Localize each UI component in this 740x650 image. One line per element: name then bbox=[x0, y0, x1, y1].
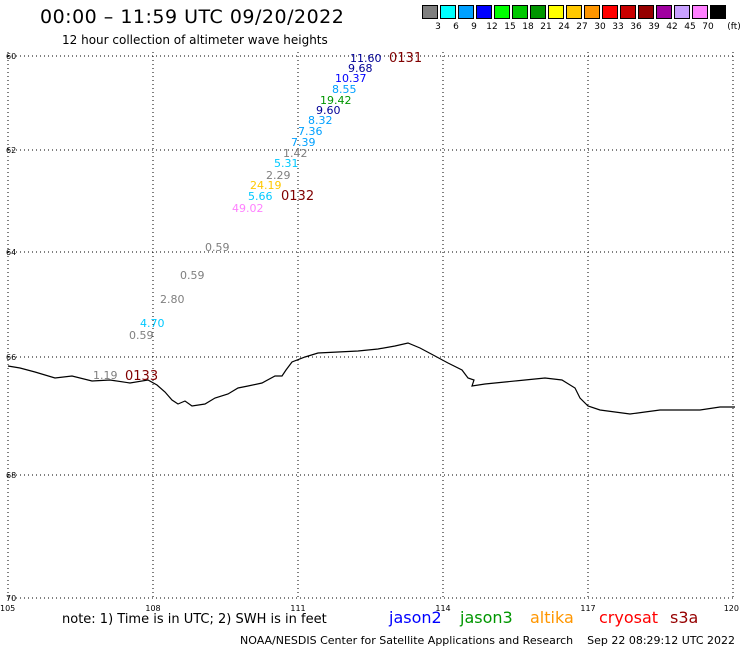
wave-height-label: 4.70 bbox=[140, 317, 165, 330]
legend-label: 24 bbox=[558, 22, 570, 32]
legend-swatch bbox=[476, 5, 492, 19]
pass-time-label: 0131 bbox=[389, 51, 422, 66]
pass-time-label: 0133 bbox=[125, 369, 158, 384]
legend-swatch bbox=[494, 5, 510, 19]
wave-height-label: 24.19 bbox=[250, 179, 282, 192]
map-subtitle: 12 hour collection of altimeter wave hei… bbox=[62, 33, 328, 47]
wave-height-label: 10.37 bbox=[335, 72, 367, 85]
lat-label: 64 bbox=[6, 248, 16, 257]
legend-label: 70 bbox=[702, 22, 714, 32]
satellite-name: jason3 bbox=[460, 608, 513, 627]
wave-height-label: 7.36 bbox=[298, 125, 323, 138]
satellite-name: s3a bbox=[670, 608, 699, 627]
legend-swatch bbox=[656, 5, 672, 19]
legend-swatch bbox=[710, 5, 726, 19]
legend-label: 33 bbox=[612, 22, 624, 32]
wave-height-label: 0.59 bbox=[205, 241, 230, 254]
legend-swatch bbox=[692, 5, 708, 19]
map-grid bbox=[7, 52, 735, 600]
lon-label: 120 bbox=[724, 604, 739, 613]
map-title: 00:00 – 11:59 UTC 09/20/2022 bbox=[40, 6, 345, 28]
legend-swatch bbox=[548, 5, 564, 19]
wave-height-label: 49.02 bbox=[232, 202, 264, 215]
legend-label: 36 bbox=[630, 22, 642, 32]
legend-label: 45 bbox=[684, 22, 696, 32]
lat-label: 62 bbox=[6, 146, 16, 155]
satellite-name: jason2 bbox=[389, 608, 442, 627]
lat-label: 68 bbox=[6, 471, 16, 480]
legend-swatch bbox=[638, 5, 654, 19]
wave-height-label: 11.60 bbox=[350, 52, 382, 65]
lon-label: 117 bbox=[580, 604, 595, 613]
legend-swatch bbox=[512, 5, 528, 19]
legend-label: 18 bbox=[522, 22, 534, 32]
lat-label: 60 bbox=[6, 52, 16, 61]
wave-height-label: 8.32 bbox=[308, 114, 333, 127]
legend-label: 3 bbox=[435, 22, 441, 32]
legend-label: 39 bbox=[648, 22, 660, 32]
lat-label: 70 bbox=[6, 594, 16, 603]
legend-label: 27 bbox=[576, 22, 588, 32]
lon-label: 114 bbox=[435, 604, 450, 613]
wave-height-label: 5.66 bbox=[248, 190, 273, 203]
wave-height-label: 9.68 bbox=[348, 62, 373, 75]
wave-height-label: 7.39 bbox=[291, 136, 316, 149]
legend-swatch bbox=[530, 5, 546, 19]
observations: 11.609.6810.378.5519.429.608.327.367.391… bbox=[93, 52, 382, 382]
wave-height-label: 1.19 bbox=[93, 369, 118, 382]
wave-height-label: 2.80 bbox=[160, 293, 185, 306]
pass-time-label: 0132 bbox=[281, 189, 314, 204]
legend-swatch bbox=[620, 5, 636, 19]
legend-swatch bbox=[584, 5, 600, 19]
legend-swatch bbox=[458, 5, 474, 19]
legend-label: 6 bbox=[453, 22, 459, 32]
wave-height-label: 9.60 bbox=[316, 104, 341, 117]
lat-label: 66 bbox=[6, 353, 16, 362]
legend-label: 12 bbox=[486, 22, 498, 32]
note-text: note: 1) Time is in UTC; 2) SWH is in fe… bbox=[62, 612, 327, 627]
footer-credit: NOAA/NESDIS Center for Satellite Applica… bbox=[240, 634, 736, 647]
legend-label: 21 bbox=[540, 22, 552, 32]
legend-label: 30 bbox=[594, 22, 606, 32]
lon-label: 105 bbox=[0, 604, 15, 613]
lon-label: 111 bbox=[290, 604, 305, 613]
legend-label: 9 bbox=[471, 22, 477, 32]
wave-height-label: 5.31 bbox=[274, 157, 299, 170]
legend-swatch bbox=[674, 5, 690, 19]
lon-label: 108 bbox=[145, 604, 160, 613]
wave-height-label: 0.59 bbox=[129, 329, 154, 342]
legend-swatch bbox=[602, 5, 618, 19]
legend-label: (ft) bbox=[727, 22, 740, 32]
legend-swatch bbox=[440, 5, 456, 19]
coastline bbox=[7, 342, 735, 415]
wave-height-label: 0.59 bbox=[180, 269, 205, 282]
legend-label: 15 bbox=[504, 22, 516, 32]
legend-swatch bbox=[566, 5, 582, 19]
legend-swatch bbox=[422, 5, 438, 19]
pass-labels: 0131 0132 0133 bbox=[125, 51, 422, 384]
legend-label: 42 bbox=[666, 22, 678, 32]
satellite-name: cryosat bbox=[599, 608, 659, 627]
wave-height-label: 1.42 bbox=[283, 147, 308, 160]
wave-height-label: 19.42 bbox=[320, 94, 352, 107]
satellite-name: altika bbox=[530, 608, 574, 627]
wave-height-label: 8.55 bbox=[332, 83, 357, 96]
wave-height-label: 2.29 bbox=[266, 169, 291, 182]
